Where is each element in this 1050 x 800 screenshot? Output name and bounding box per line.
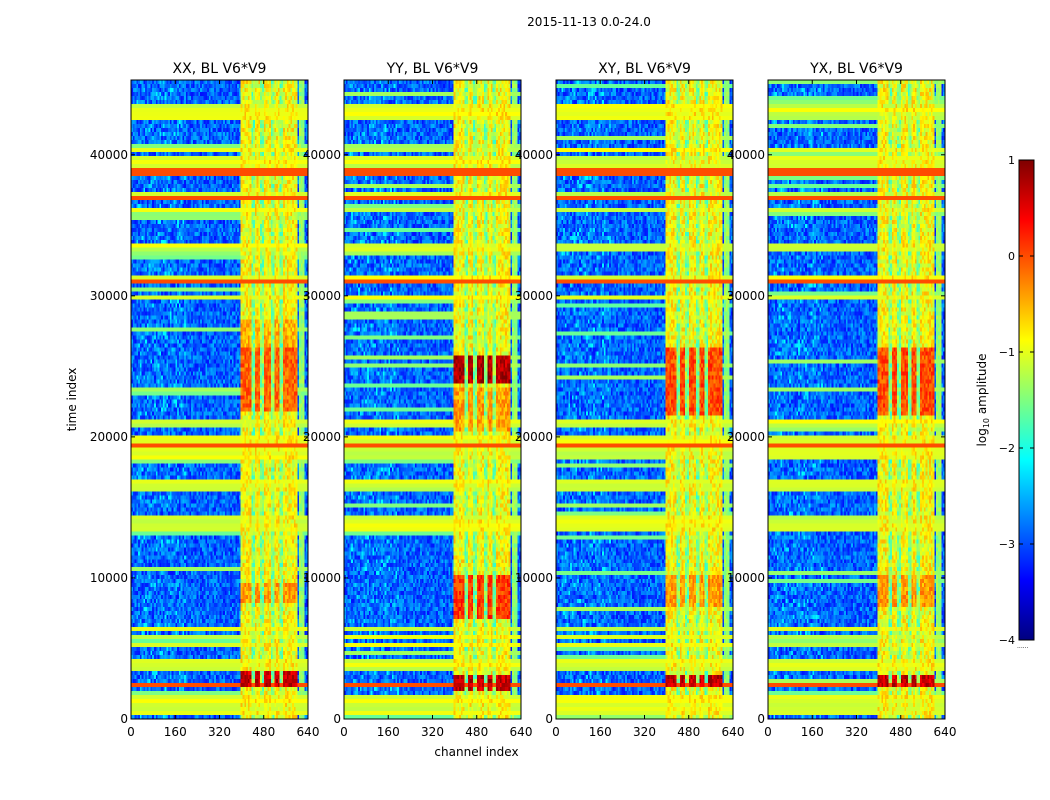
x-tick-label: 640 bbox=[510, 725, 533, 739]
x-tick-label: 480 bbox=[677, 725, 700, 739]
y-tick-label: 10000 bbox=[303, 571, 341, 585]
panel-title: YY, BL V6*V9 bbox=[386, 61, 479, 77]
colorbar-tick-label: −2 bbox=[999, 442, 1015, 455]
x-tick-label: 320 bbox=[845, 725, 868, 739]
heatmap-image bbox=[556, 80, 733, 719]
x-tick-label: 0 bbox=[127, 725, 135, 739]
panel-title: YX, BL V6*V9 bbox=[809, 61, 903, 77]
heatmap-image bbox=[768, 80, 945, 719]
y-tick-label: 40000 bbox=[727, 148, 765, 162]
panel-title: XY, BL V6*V9 bbox=[598, 61, 691, 77]
y-tick-label: 30000 bbox=[303, 289, 341, 303]
heatmap-image bbox=[344, 80, 521, 719]
x-tick-label: 0 bbox=[340, 725, 348, 739]
panel-yy: YY, BL V6*V9 0 160 320 480 640 0 10000 20000 3000… bbox=[303, 61, 533, 759]
colorbar-tick-label: 0 bbox=[1008, 250, 1015, 263]
suptitle: 2015-11-13 0.0-24.0 bbox=[527, 15, 651, 29]
heatmap-image bbox=[131, 80, 308, 719]
y-tick-label: 30000 bbox=[515, 289, 553, 303]
y-tick-label: 30000 bbox=[727, 289, 765, 303]
y-tick-label: 20000 bbox=[303, 430, 341, 444]
y-tick-label: 10000 bbox=[90, 571, 128, 585]
y-tick-label: 20000 bbox=[727, 430, 765, 444]
colorbar-tick-label: −1 bbox=[999, 346, 1015, 359]
colorbar-tick-label: −3 bbox=[999, 538, 1015, 551]
x-tick-label: 480 bbox=[889, 725, 912, 739]
x-tick-label: 320 bbox=[208, 725, 231, 739]
x-tick-label: 160 bbox=[801, 725, 824, 739]
y-tick-label: 0 bbox=[333, 712, 341, 726]
x-axis-label: channel index bbox=[434, 745, 518, 759]
y-tick-label: 40000 bbox=[90, 148, 128, 162]
x-tick-label: 160 bbox=[377, 725, 400, 739]
panel-xy: XY, BL V6*V9 0 160 320 480 640 0 10000 20000 3000… bbox=[515, 61, 745, 739]
x-tick-label: 160 bbox=[589, 725, 612, 739]
y-tick-label: 40000 bbox=[515, 148, 553, 162]
y-tick-label: 20000 bbox=[515, 430, 553, 444]
colorbar: 1 0 −1 −2 −3 −4 log10 amplitude...... bbox=[975, 154, 1035, 650]
x-tick-label: 0 bbox=[552, 725, 560, 739]
x-tick-label: 320 bbox=[421, 725, 444, 739]
x-tick-label: 0 bbox=[764, 725, 772, 739]
colorbar-tick-label: −4 bbox=[999, 634, 1015, 647]
y-tick-label: 0 bbox=[757, 712, 765, 726]
y-tick-label: 20000 bbox=[90, 430, 128, 444]
y-tick-label: 0 bbox=[120, 712, 128, 726]
x-tick-label: 640 bbox=[722, 725, 745, 739]
colorbar-label: log10 amplitude bbox=[975, 354, 991, 447]
colorbar-tick-label: 1 bbox=[1008, 154, 1015, 167]
x-tick-label: 480 bbox=[252, 725, 275, 739]
x-tick-label: 640 bbox=[934, 725, 957, 739]
panel-yx: YX, BL V6*V9 0 160 320 480 640 0 10000 20000 3000… bbox=[727, 61, 957, 739]
x-tick-label: 480 bbox=[465, 725, 488, 739]
y-tick-label: 30000 bbox=[90, 289, 128, 303]
y-tick-label: 10000 bbox=[515, 571, 553, 585]
panel-title: XX, BL V6*V9 bbox=[173, 61, 267, 77]
y-tick-label: 10000 bbox=[727, 571, 765, 585]
y-tick-label: 40000 bbox=[303, 148, 341, 162]
y-axis-label: time index bbox=[65, 368, 79, 432]
colorbar-footnote: ...... bbox=[1017, 643, 1029, 650]
x-tick-label: 160 bbox=[164, 725, 187, 739]
x-tick-label: 640 bbox=[297, 725, 320, 739]
panel-xx: XX, BL V6*V9 0 160 320 480 640 0 10000 20000 3000… bbox=[65, 61, 319, 739]
colorbar-gradient bbox=[1018, 159, 1035, 641]
y-tick-label: 0 bbox=[545, 712, 553, 726]
x-tick-label: 320 bbox=[633, 725, 656, 739]
